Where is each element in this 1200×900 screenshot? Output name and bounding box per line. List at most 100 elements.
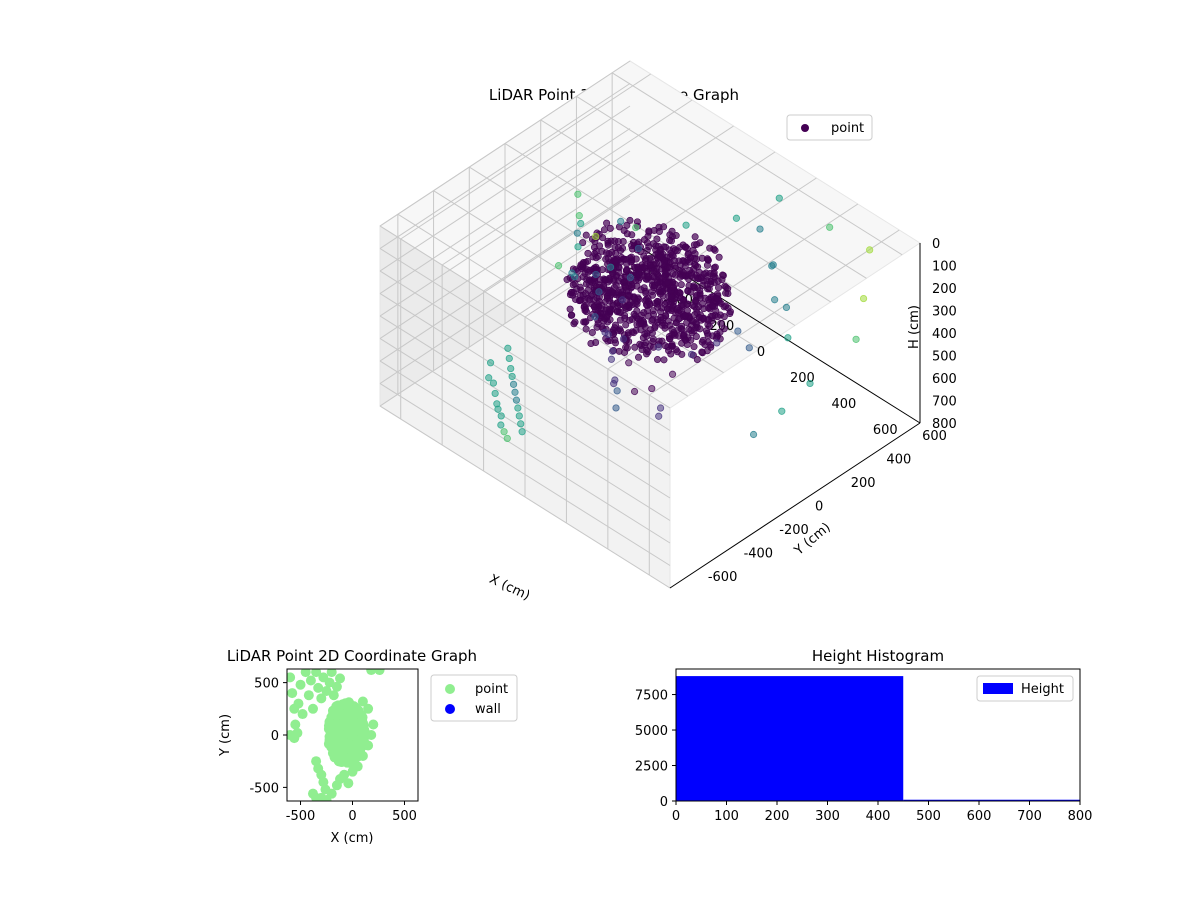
cluster-point	[722, 283, 730, 291]
y-tick-label: -500	[249, 781, 279, 796]
scatter-point	[732, 214, 741, 222]
z-tick-label: 200	[932, 282, 957, 297]
scatter-point	[618, 296, 626, 304]
y-tick-label: 7500	[635, 689, 668, 704]
scatter-point	[775, 194, 783, 202]
cluster-point	[328, 739, 339, 750]
grid-y-floor	[397, 213, 689, 397]
cluster-point	[655, 273, 663, 281]
scatter-point	[611, 376, 619, 384]
scatter-point	[497, 412, 505, 420]
chart-3d: LiDAR Point 3D Coordinate Graph -600-400…	[379, 60, 957, 604]
cluster-point	[616, 316, 624, 324]
cluster-point	[696, 239, 704, 247]
cluster-point	[690, 265, 698, 273]
cluster-point	[626, 316, 634, 324]
cluster-point	[603, 294, 611, 302]
cluster-point	[671, 246, 679, 254]
cluster-point	[617, 327, 625, 335]
cluster-point	[720, 303, 728, 311]
cluster-point	[342, 700, 353, 711]
scatter-point	[734, 327, 742, 335]
cluster-point	[643, 239, 651, 247]
cluster-point	[668, 227, 676, 235]
cluster-point	[621, 303, 629, 311]
scatter-point	[852, 335, 860, 343]
hist-legend-label: Height	[1021, 682, 1064, 697]
cluster-point	[654, 356, 662, 364]
x-tick-label: 0	[672, 809, 680, 824]
scatter-point	[591, 313, 599, 321]
cluster-point	[660, 258, 668, 266]
cluster-point	[670, 298, 678, 306]
cluster-point	[566, 305, 574, 313]
scatter-point	[497, 421, 505, 429]
cluster-point	[605, 250, 613, 258]
scatter-point	[784, 334, 792, 342]
cluster-point	[636, 340, 644, 348]
cluster-point	[682, 312, 690, 320]
cluster-point	[717, 319, 725, 327]
scatter-point	[607, 355, 616, 363]
cluster-point	[621, 283, 629, 291]
cluster-point	[606, 224, 614, 232]
cluster-point	[592, 263, 600, 271]
cluster-point	[623, 221, 631, 229]
chart3d-axes: -600-400-2000200400600-600-400-200020040…	[622, 237, 957, 589]
cluster-point	[617, 308, 625, 316]
grid-z-xwall	[379, 293, 671, 476]
cluster-point	[571, 318, 579, 326]
scatter-point	[352, 761, 363, 772]
grid-z-ywall	[379, 195, 631, 362]
cluster-point	[684, 256, 692, 264]
grid-z-ywall	[379, 128, 631, 294]
cluster-point	[720, 325, 728, 333]
cluster-point	[602, 255, 610, 263]
cluster-point	[643, 246, 651, 254]
scatter-point	[515, 412, 523, 420]
cluster-point	[587, 339, 595, 347]
x-tick-label: -500	[286, 809, 316, 824]
cluster-point	[645, 273, 653, 281]
cluster-point	[352, 707, 363, 718]
cluster-point	[630, 310, 638, 318]
grid-z-ywall	[379, 150, 631, 317]
cluster-point	[666, 236, 674, 244]
scatter-point	[287, 672, 296, 683]
cluster-point	[703, 255, 711, 263]
hist-bar	[676, 676, 904, 801]
cluster-point	[341, 753, 352, 764]
cluster-point	[634, 263, 642, 271]
scatter-point	[517, 420, 525, 428]
cluster-point	[622, 255, 630, 263]
scatter-point	[826, 223, 834, 231]
scatter-point	[503, 434, 511, 443]
cluster-point	[644, 312, 652, 320]
cluster-point	[691, 311, 699, 319]
cluster-point	[650, 267, 658, 275]
y-tick-label: 400	[886, 452, 911, 467]
cluster-point	[590, 296, 598, 304]
grid-y-floor	[540, 119, 831, 303]
cluster-point	[703, 347, 711, 355]
chart3d-grid	[379, 60, 903, 589]
chart-2d: LiDAR Point 2D Coordinate Graph -500 0 500…	[218, 647, 518, 846]
scatter-point	[509, 380, 518, 388]
y-tick-label: 5000	[635, 724, 668, 739]
scatter-point	[592, 270, 600, 279]
cluster-point	[691, 274, 699, 282]
cluster-point	[690, 343, 698, 351]
chart2d-legend: point wall	[430, 674, 518, 722]
cluster-point	[715, 253, 723, 261]
cluster-point	[724, 289, 732, 297]
z-tick-label: 500	[932, 350, 957, 365]
y-tick-label: 2500	[635, 760, 668, 775]
cluster-point	[614, 238, 622, 246]
scatter-point	[507, 364, 515, 373]
cluster-point	[649, 307, 657, 315]
cluster-point	[693, 255, 701, 263]
cluster-point	[612, 281, 620, 289]
cluster-point	[676, 289, 684, 297]
hist-title: Height Histogram	[812, 647, 944, 665]
